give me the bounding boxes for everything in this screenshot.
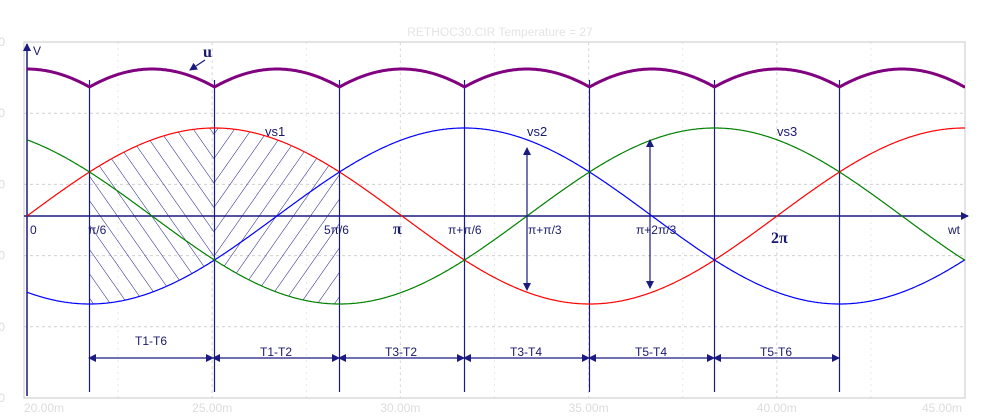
series-label-vs3: vs3 [777, 124, 797, 139]
angle-label-2pi: 2π [771, 230, 788, 247]
series-vs2-line [26, 127, 966, 305]
interval-annotations: T1-T6 T1-T2 T3-T2 T3-T4 T5-T4 T5-T6 [88, 334, 840, 362]
series-u-pointer [189, 59, 206, 71]
angle-label-pi: π [393, 221, 402, 238]
y-tick-labels: 400 200 0 -200 -400 -600 [0, 35, 5, 405]
series-label-vs2: vs2 [527, 124, 547, 139]
series-vs1-line [26, 127, 965, 305]
y-tick-label: -600 [0, 391, 5, 405]
x-tick-label: 30.00m [380, 401, 420, 415]
x-tick-label: 35.00m [569, 401, 609, 415]
x-axis-label: wt [947, 223, 961, 237]
interval-label-t3-t2: T3-T2 [385, 345, 417, 359]
angle-label-pi-6: π/6 [88, 223, 107, 237]
y-tick-label: -400 [0, 320, 5, 334]
series-vs3-line [26, 127, 966, 305]
angle-label-5pi-6: 5π/6 [324, 223, 349, 237]
x-tick-label: 45.00m [922, 401, 962, 415]
angle-label-pi-plus-pi-6: π+π/6 [448, 223, 482, 237]
x-tick-label: 25.00m [192, 401, 232, 415]
chart-title: RETHOC30.CIR Temperature = 27 [407, 25, 593, 39]
angle-label-0: 0 [30, 223, 37, 237]
interval-label-t3-t4: T3-T4 [510, 345, 542, 359]
y-axis-label: V [33, 44, 41, 58]
series-label-u: u [203, 44, 212, 61]
interval-label-t5-t6: T5-T6 [760, 345, 792, 359]
angle-label-pi-plus-pi-3: π+π/3 [528, 223, 562, 237]
series-u-line [27, 67, 965, 89]
angle-label-pi-plus-2pi-3: π+2π/3 [636, 223, 677, 237]
x-tick-label: 20.00m [24, 401, 64, 415]
x-tick-label: 40.00m [757, 401, 797, 415]
y-tick-label: 400 [0, 35, 5, 49]
interval-label-t1-t2: T1-T2 [260, 345, 292, 359]
series-label-vs1: vs1 [265, 124, 285, 139]
x-tick-labels: 20.00m 25.00m 30.00m 35.00m 40.00m 45.00m [24, 401, 962, 415]
interval-marker-lines [88, 80, 841, 392]
y-tick-label: 200 [0, 106, 5, 120]
y-tick-label: -200 [0, 249, 5, 263]
interval-label-t5-t4: T5-T4 [635, 345, 667, 359]
y-tick-label: 0 [0, 177, 5, 191]
interval-label-t1-t6: T1-T6 [135, 334, 167, 348]
plot-frame [23, 41, 966, 399]
